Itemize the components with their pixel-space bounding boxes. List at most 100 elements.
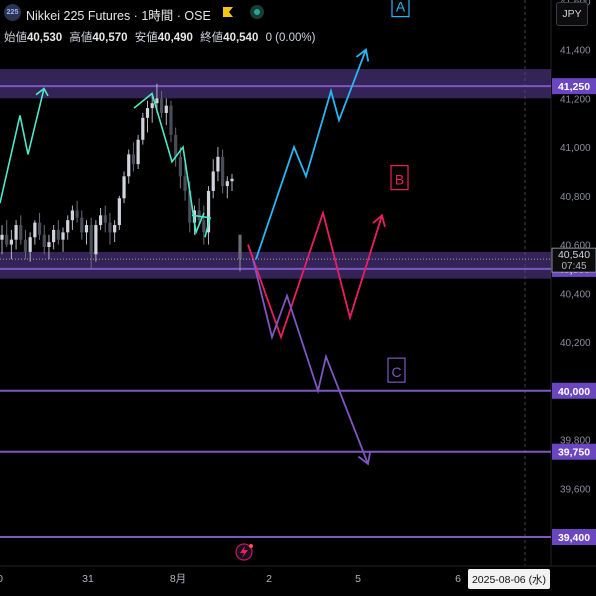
candle-body xyxy=(56,229,60,240)
candle-body xyxy=(19,225,23,240)
ohlc-readout: 始値40,530 高値40,570 安値40,490 終値40,540 0 (0… xyxy=(4,29,315,45)
level-price-tag xyxy=(552,78,596,95)
scenario-label-box-b[interactable] xyxy=(390,165,409,191)
price-axis-tick-label: 40,200 xyxy=(560,338,591,349)
candle-body xyxy=(98,215,103,226)
candle-body xyxy=(238,234,242,260)
open-label: 始値 xyxy=(4,32,27,44)
level-price-tag xyxy=(552,529,596,545)
close-value: 40,540 xyxy=(223,32,259,44)
candle-body xyxy=(197,210,201,221)
scenario-path-a[interactable] xyxy=(255,49,367,260)
scenario-label-a: A xyxy=(396,0,406,15)
last-price-tag-value: 40,540 xyxy=(558,249,590,261)
scenario-path-b[interactable] xyxy=(247,209,383,340)
candle-body xyxy=(141,117,145,140)
candle-body xyxy=(174,134,178,157)
low-label: 安値 xyxy=(134,32,158,44)
currency-selector[interactable]: JPY xyxy=(556,2,588,26)
scenario-label-box-a[interactable] xyxy=(391,0,410,18)
level-price-tag xyxy=(552,382,596,399)
symbol-logo: 225 xyxy=(4,4,21,21)
level-price-tag xyxy=(552,443,596,460)
level-price-tag-label: 39,400 xyxy=(558,532,590,544)
close-label: 終値 xyxy=(200,32,224,44)
candle-body xyxy=(122,176,126,199)
candle-body xyxy=(188,190,192,223)
past-swing-line[interactable] xyxy=(133,92,205,236)
candle-body xyxy=(164,105,168,113)
candle-body xyxy=(103,215,107,223)
time-axis-tick-label: 5 xyxy=(355,573,361,585)
candle-body xyxy=(89,225,93,255)
candle-body xyxy=(28,237,32,252)
candle-body xyxy=(61,232,65,240)
low-value: 40,490 xyxy=(157,32,193,44)
candle-body xyxy=(169,105,173,135)
candle-body xyxy=(80,217,84,233)
candle-body xyxy=(47,242,51,247)
candle-body xyxy=(131,154,136,165)
candle-body xyxy=(155,98,159,104)
candle-body xyxy=(183,176,187,191)
past-swing-line[interactable] xyxy=(0,88,45,204)
candle-body xyxy=(84,225,89,233)
candle-body xyxy=(225,181,229,187)
lightning-icon xyxy=(240,546,248,558)
past-swing-arrowhead xyxy=(191,214,211,238)
candle-body xyxy=(75,210,79,218)
scenario-label-box-c[interactable] xyxy=(387,357,406,383)
event-dot-icon xyxy=(249,544,253,548)
price-axis-tick-label: 41,000 xyxy=(560,143,591,154)
past-swing-arrowhead xyxy=(35,87,49,97)
time-axis-tick-label: 8月 xyxy=(170,573,186,585)
high-value: 40,570 xyxy=(92,32,128,44)
candle-body xyxy=(113,225,117,233)
candle-body xyxy=(108,222,112,233)
candle-body xyxy=(230,178,234,182)
level-price-tag-label: 41,250 xyxy=(558,81,590,93)
symbol-title[interactable]: Nikkei 225 Futures · 1時間 · OSE xyxy=(26,9,211,23)
candle-body xyxy=(216,156,220,172)
price-axis-tick-label: 39,600 xyxy=(560,484,591,495)
candle-body xyxy=(202,220,206,233)
candle-body xyxy=(66,220,70,233)
cursor-date-tag xyxy=(468,569,550,589)
price-axis-tick-label: 41,400 xyxy=(560,46,591,57)
change-value: 0 (0.00%) xyxy=(265,32,316,44)
scenario-label-b: B xyxy=(395,172,404,188)
candle-body xyxy=(33,222,37,238)
support-resistance-zone xyxy=(0,69,551,99)
time-axis-tick-label: 2 xyxy=(266,573,272,585)
candle-body xyxy=(5,234,9,245)
flag-icon[interactable] xyxy=(222,6,234,18)
level-price-tag-label: 39,750 xyxy=(558,447,590,459)
candle-body xyxy=(42,234,46,247)
candle-body xyxy=(117,198,121,226)
scenario-path-c[interactable] xyxy=(252,258,369,465)
candle-body xyxy=(145,108,150,118)
scenario-label-c: C xyxy=(391,364,401,380)
time-axis-tick-label: 6 xyxy=(455,573,461,585)
price-axis-tick-label: 40,600 xyxy=(560,241,591,252)
time-axis-tick-label: 0 xyxy=(0,573,3,585)
candle-body xyxy=(150,103,154,109)
candle-body xyxy=(9,239,13,245)
scenario-arrowhead-b xyxy=(372,213,386,228)
price-axis-tick-label: 40,800 xyxy=(560,192,591,203)
last-price-tag xyxy=(551,247,596,273)
candle-body xyxy=(136,139,140,165)
market-status-icon[interactable] xyxy=(250,5,264,19)
open-value: 40,530 xyxy=(27,32,63,44)
time-axis-tick-label: 31 xyxy=(82,573,94,585)
scenario-arrowhead-a xyxy=(355,47,370,62)
cursor-date-label: 2025-08-06 (水) xyxy=(472,574,546,586)
scenario-arrowhead-c xyxy=(357,451,371,466)
candle-body xyxy=(0,234,4,240)
price-axis-tick-label: 41,200 xyxy=(560,94,591,105)
candle-body xyxy=(206,190,211,233)
candle-body xyxy=(159,98,164,113)
candle-body xyxy=(211,171,215,191)
level-price-tag-label: 40,000 xyxy=(558,386,590,398)
